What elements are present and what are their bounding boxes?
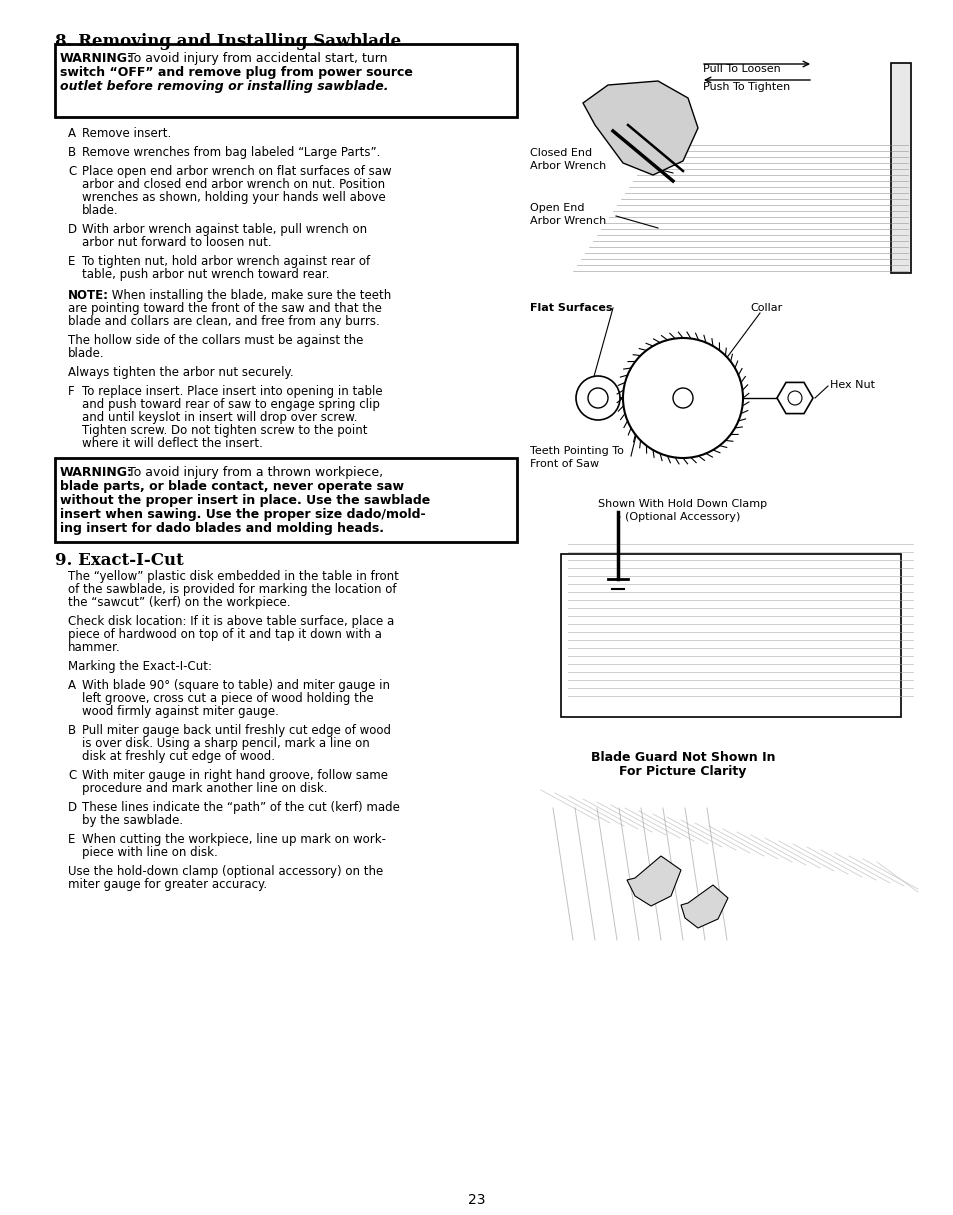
Text: WARNING:: WARNING: xyxy=(60,467,132,479)
Text: C: C xyxy=(68,165,76,179)
Text: Front of Saw: Front of Saw xyxy=(530,459,598,469)
Text: To replace insert. Place insert into opening in table: To replace insert. Place insert into ope… xyxy=(82,385,382,399)
Bar xyxy=(560,554,900,717)
Text: wrenches as shown, holding your hands well above: wrenches as shown, holding your hands we… xyxy=(82,191,385,204)
Text: Always tighten the arbor nut securely.: Always tighten the arbor nut securely. xyxy=(68,366,294,379)
Text: NOTE:: NOTE: xyxy=(68,289,109,303)
Text: Remove wrenches from bag labeled “Large Parts”.: Remove wrenches from bag labeled “Large … xyxy=(82,146,380,159)
Circle shape xyxy=(622,338,742,458)
Text: piece of hardwood on top of it and tap it down with a: piece of hardwood on top of it and tap i… xyxy=(68,628,381,642)
Text: E: E xyxy=(68,833,75,846)
Text: hammer.: hammer. xyxy=(68,642,120,654)
Text: the “sawcut” (kerf) on the workpiece.: the “sawcut” (kerf) on the workpiece. xyxy=(68,597,291,609)
Text: ing insert for dado blades and molding heads.: ing insert for dado blades and molding h… xyxy=(60,522,384,535)
Text: and until keyslot in insert will drop over screw.: and until keyslot in insert will drop ov… xyxy=(82,411,357,424)
Text: insert when sawing. Use the proper size dado/mold-: insert when sawing. Use the proper size … xyxy=(60,508,425,521)
Text: Remove insert.: Remove insert. xyxy=(82,128,172,140)
Polygon shape xyxy=(680,885,727,928)
Text: Collar: Collar xyxy=(749,303,781,313)
Text: miter gauge for greater accuracy.: miter gauge for greater accuracy. xyxy=(68,878,267,891)
Text: Tighten screw. Do not tighten screw to the point: Tighten screw. Do not tighten screw to t… xyxy=(82,424,367,437)
Text: The hollow side of the collars must be against the: The hollow side of the collars must be a… xyxy=(68,334,363,347)
Polygon shape xyxy=(582,81,698,175)
Text: Place open end arbor wrench on flat surfaces of saw: Place open end arbor wrench on flat surf… xyxy=(82,165,392,179)
Text: When installing the blade, make sure the teeth: When installing the blade, make sure the… xyxy=(108,289,391,303)
Text: The “yellow” plastic disk embedded in the table in front: The “yellow” plastic disk embedded in th… xyxy=(68,570,398,583)
Text: is over disk. Using a sharp pencil, mark a line on: is over disk. Using a sharp pencil, mark… xyxy=(82,738,370,750)
Text: wood firmly against miter gauge.: wood firmly against miter gauge. xyxy=(82,705,278,718)
Text: Push To Tighten: Push To Tighten xyxy=(702,81,789,92)
Text: piece with line on disk.: piece with line on disk. xyxy=(82,846,217,859)
Text: are pointing toward the front of the saw and that the: are pointing toward the front of the saw… xyxy=(68,303,381,315)
Text: With miter gauge in right hand groove, follow same: With miter gauge in right hand groove, f… xyxy=(82,769,388,782)
Text: E: E xyxy=(68,255,75,269)
Text: procedure and mark another line on disk.: procedure and mark another line on disk. xyxy=(82,782,327,795)
Text: These lines indicate the “path” of the cut (kerf) made: These lines indicate the “path” of the c… xyxy=(82,801,399,814)
Text: Open End: Open End xyxy=(530,203,584,213)
Text: Pull To Loosen: Pull To Loosen xyxy=(702,64,780,74)
Text: Pull miter gauge back until freshly cut edge of wood: Pull miter gauge back until freshly cut … xyxy=(82,724,391,738)
Text: When cutting the workpiece, line up mark on work-: When cutting the workpiece, line up mark… xyxy=(82,833,386,846)
Text: outlet before removing or installing sawblade.: outlet before removing or installing saw… xyxy=(60,80,388,94)
Text: arbor nut forward to loosen nut.: arbor nut forward to loosen nut. xyxy=(82,236,272,249)
Text: arbor and closed end arbor wrench on nut. Position: arbor and closed end arbor wrench on nut… xyxy=(82,179,385,191)
Text: without the proper insert in place. Use the sawblade: without the proper insert in place. Use … xyxy=(60,495,430,507)
Circle shape xyxy=(672,388,692,408)
Text: and push toward rear of saw to engage spring clip: and push toward rear of saw to engage sp… xyxy=(82,399,379,411)
Text: D: D xyxy=(68,801,77,814)
Text: blade.: blade. xyxy=(82,204,118,217)
Text: With arbor wrench against table, pull wrench on: With arbor wrench against table, pull wr… xyxy=(82,224,367,236)
Text: D: D xyxy=(68,224,77,236)
Text: Flat Surfaces: Flat Surfaces xyxy=(530,303,612,313)
Text: A: A xyxy=(68,679,76,693)
Bar xyxy=(55,458,517,542)
Text: blade and collars are clean, and free from any burrs.: blade and collars are clean, and free fr… xyxy=(68,315,379,328)
Text: 9. Exact-I-Cut: 9. Exact-I-Cut xyxy=(55,552,184,569)
Text: blade parts, or blade contact, never operate saw: blade parts, or blade contact, never ope… xyxy=(60,480,403,493)
Text: of the sawblade, is provided for marking the location of: of the sawblade, is provided for marking… xyxy=(68,583,396,597)
Circle shape xyxy=(587,388,607,408)
Bar xyxy=(890,63,910,273)
Text: A: A xyxy=(68,128,76,140)
Text: Blade Guard Not Shown In: Blade Guard Not Shown In xyxy=(590,751,775,764)
Bar xyxy=(55,44,517,117)
Text: table, push arbor nut wrench toward rear.: table, push arbor nut wrench toward rear… xyxy=(82,269,329,281)
Text: Arbor Wrench: Arbor Wrench xyxy=(530,216,605,226)
Text: where it will deflect the insert.: where it will deflect the insert. xyxy=(82,437,263,450)
Text: left groove, cross cut a piece of wood holding the: left groove, cross cut a piece of wood h… xyxy=(82,693,374,705)
Text: 23: 23 xyxy=(468,1193,485,1206)
Text: (Optional Accessory): (Optional Accessory) xyxy=(624,512,740,522)
Circle shape xyxy=(576,375,619,420)
Text: Hex Nut: Hex Nut xyxy=(829,380,874,390)
Text: 8. Removing and Installing Sawblade: 8. Removing and Installing Sawblade xyxy=(55,33,400,50)
Text: Check disk location: If it is above table surface, place a: Check disk location: If it is above tabl… xyxy=(68,615,394,628)
Text: For Picture Clarity: For Picture Clarity xyxy=(618,765,746,778)
Text: Marking the Exact-I-Cut:: Marking the Exact-I-Cut: xyxy=(68,660,212,673)
Polygon shape xyxy=(776,383,812,413)
Text: switch “OFF” and remove plug from power source: switch “OFF” and remove plug from power … xyxy=(60,66,413,79)
Text: Closed End: Closed End xyxy=(530,148,592,158)
Text: Teeth Pointing To: Teeth Pointing To xyxy=(530,446,623,456)
Text: Arbor Wrench: Arbor Wrench xyxy=(530,162,605,171)
Text: F: F xyxy=(68,385,74,399)
Text: disk at freshly cut edge of wood.: disk at freshly cut edge of wood. xyxy=(82,750,274,763)
Text: by the sawblade.: by the sawblade. xyxy=(82,814,183,827)
Text: With blade 90° (square to table) and miter gauge in: With blade 90° (square to table) and mit… xyxy=(82,679,390,693)
Text: To tighten nut, hold arbor wrench against rear of: To tighten nut, hold arbor wrench agains… xyxy=(82,255,370,269)
Circle shape xyxy=(787,391,801,405)
Text: WARNING:: WARNING: xyxy=(60,52,132,64)
Text: B: B xyxy=(68,146,76,159)
Text: To avoid injury from accidental start, turn: To avoid injury from accidental start, t… xyxy=(124,52,387,64)
Text: Use the hold-down clamp (optional accessory) on the: Use the hold-down clamp (optional access… xyxy=(68,865,383,878)
Text: C: C xyxy=(68,769,76,782)
Text: blade.: blade. xyxy=(68,347,105,360)
Text: To avoid injury from a thrown workpiece,: To avoid injury from a thrown workpiece, xyxy=(124,467,383,479)
Text: Shown With Hold Down Clamp: Shown With Hold Down Clamp xyxy=(598,499,767,509)
Polygon shape xyxy=(626,857,680,906)
Text: B: B xyxy=(68,724,76,738)
